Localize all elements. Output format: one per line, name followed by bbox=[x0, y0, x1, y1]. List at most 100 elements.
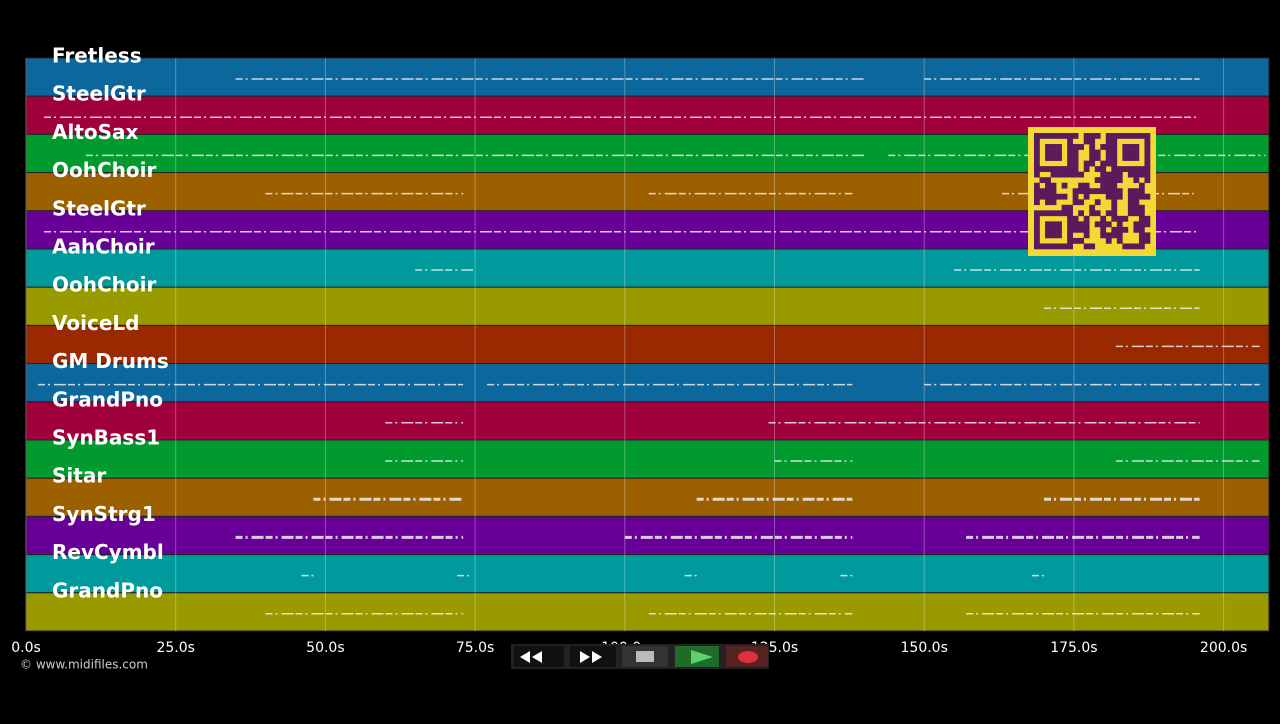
qr-module bbox=[1111, 193, 1118, 200]
qr-module bbox=[1034, 133, 1040, 139]
tick-label: 75.0s bbox=[456, 640, 494, 656]
track-label: SynStrg1 bbox=[52, 502, 156, 526]
track-label: SynBass1 bbox=[52, 426, 160, 450]
qr-module bbox=[1050, 232, 1057, 239]
qr-module bbox=[1061, 166, 1068, 172]
qr-module bbox=[1034, 226, 1040, 233]
qr-module bbox=[1144, 138, 1151, 145]
qr-module bbox=[1144, 155, 1151, 161]
qr-module bbox=[1083, 232, 1090, 239]
qr-module bbox=[1144, 215, 1151, 222]
qr-module bbox=[1034, 144, 1040, 150]
tick-label: 150.0s bbox=[901, 640, 948, 656]
qr-module bbox=[1056, 210, 1062, 217]
notes bbox=[37, 78, 1266, 615]
qr-module bbox=[1078, 237, 1085, 244]
qr-module bbox=[1111, 166, 1118, 172]
qr-module bbox=[1067, 221, 1073, 228]
fast-forward-button[interactable] bbox=[570, 646, 616, 667]
qr-module bbox=[1138, 182, 1145, 189]
qr-module bbox=[1078, 221, 1085, 228]
track-label: SteelGtr bbox=[52, 82, 146, 106]
stop-button[interactable] bbox=[622, 646, 668, 667]
qr-module bbox=[1116, 226, 1123, 233]
qr-module bbox=[1133, 166, 1140, 172]
qr-module bbox=[1072, 193, 1079, 200]
qr-module bbox=[1122, 166, 1129, 172]
qr-module bbox=[1111, 133, 1118, 139]
qr-module bbox=[1078, 199, 1085, 206]
qr-module bbox=[1050, 166, 1057, 172]
qr-module bbox=[1072, 188, 1079, 195]
qr-module bbox=[1067, 237, 1073, 244]
qr-module bbox=[1050, 226, 1057, 233]
qr-module bbox=[1061, 193, 1068, 200]
qr-module bbox=[1083, 182, 1090, 189]
qr-module bbox=[1144, 133, 1151, 139]
qr-module bbox=[1083, 193, 1090, 200]
qr-module bbox=[1072, 155, 1079, 161]
qr-module bbox=[1034, 210, 1040, 217]
qr-module bbox=[1089, 160, 1096, 167]
qr-module bbox=[1034, 149, 1040, 156]
play-button[interactable] bbox=[675, 646, 719, 667]
qr-module bbox=[1100, 221, 1107, 228]
qr-module bbox=[1056, 144, 1062, 150]
qr-module bbox=[1061, 210, 1068, 217]
qr-module bbox=[1089, 155, 1096, 161]
qr-module bbox=[1067, 204, 1073, 211]
qr-module bbox=[1078, 226, 1085, 233]
qr-module bbox=[1072, 221, 1079, 228]
qr-module bbox=[1133, 193, 1140, 200]
qr-module bbox=[1056, 243, 1062, 250]
track-row bbox=[25, 515, 1270, 556]
qr-module bbox=[1045, 199, 1051, 206]
qr-module bbox=[1039, 193, 1046, 200]
qr-module bbox=[1072, 149, 1079, 156]
qr-module bbox=[1105, 237, 1112, 244]
track-row bbox=[25, 363, 1270, 403]
qr-module bbox=[1116, 171, 1123, 178]
qr-module bbox=[1034, 232, 1040, 239]
qr-module bbox=[1056, 155, 1062, 161]
qr-module bbox=[1061, 182, 1068, 189]
qr-module bbox=[1050, 221, 1057, 228]
qr-module bbox=[1034, 188, 1040, 195]
record-button[interactable] bbox=[726, 646, 768, 667]
tick-label: 175.0s bbox=[1050, 640, 1097, 656]
qr-module bbox=[1105, 177, 1112, 184]
qr-module bbox=[1083, 188, 1090, 195]
track-row bbox=[25, 439, 1270, 479]
rewind-button[interactable] bbox=[514, 646, 564, 667]
qr-module bbox=[1050, 133, 1057, 139]
qr-module bbox=[1034, 166, 1040, 172]
qr-module bbox=[1045, 182, 1051, 189]
qr-module bbox=[1111, 138, 1118, 145]
qr-module bbox=[1034, 193, 1040, 200]
qr-module bbox=[1111, 210, 1118, 217]
qr-module bbox=[1050, 171, 1057, 178]
qr-module bbox=[1105, 149, 1112, 156]
track-label: VoiceLd bbox=[52, 311, 139, 335]
qr-module bbox=[1050, 199, 1057, 206]
qr-module bbox=[1072, 160, 1079, 167]
qr-module bbox=[1100, 226, 1107, 233]
qr-module bbox=[1122, 215, 1129, 222]
qr-module bbox=[1111, 182, 1118, 189]
qr-module bbox=[1122, 133, 1129, 139]
qr-module bbox=[1056, 221, 1062, 228]
qr-module bbox=[1111, 149, 1118, 156]
qr-module bbox=[1089, 188, 1096, 195]
qr-module bbox=[1039, 166, 1046, 172]
qr-module bbox=[1083, 243, 1090, 250]
qr-module bbox=[1111, 155, 1118, 161]
qr-module bbox=[1089, 133, 1096, 139]
qr-module bbox=[1116, 237, 1123, 244]
qr-module bbox=[1034, 138, 1040, 145]
qr-module bbox=[1089, 144, 1096, 150]
qr-module bbox=[1111, 215, 1118, 222]
qr-module bbox=[1050, 243, 1057, 250]
qr-module bbox=[1111, 171, 1118, 178]
qr-module bbox=[1133, 243, 1140, 250]
qr-module bbox=[1127, 188, 1134, 195]
